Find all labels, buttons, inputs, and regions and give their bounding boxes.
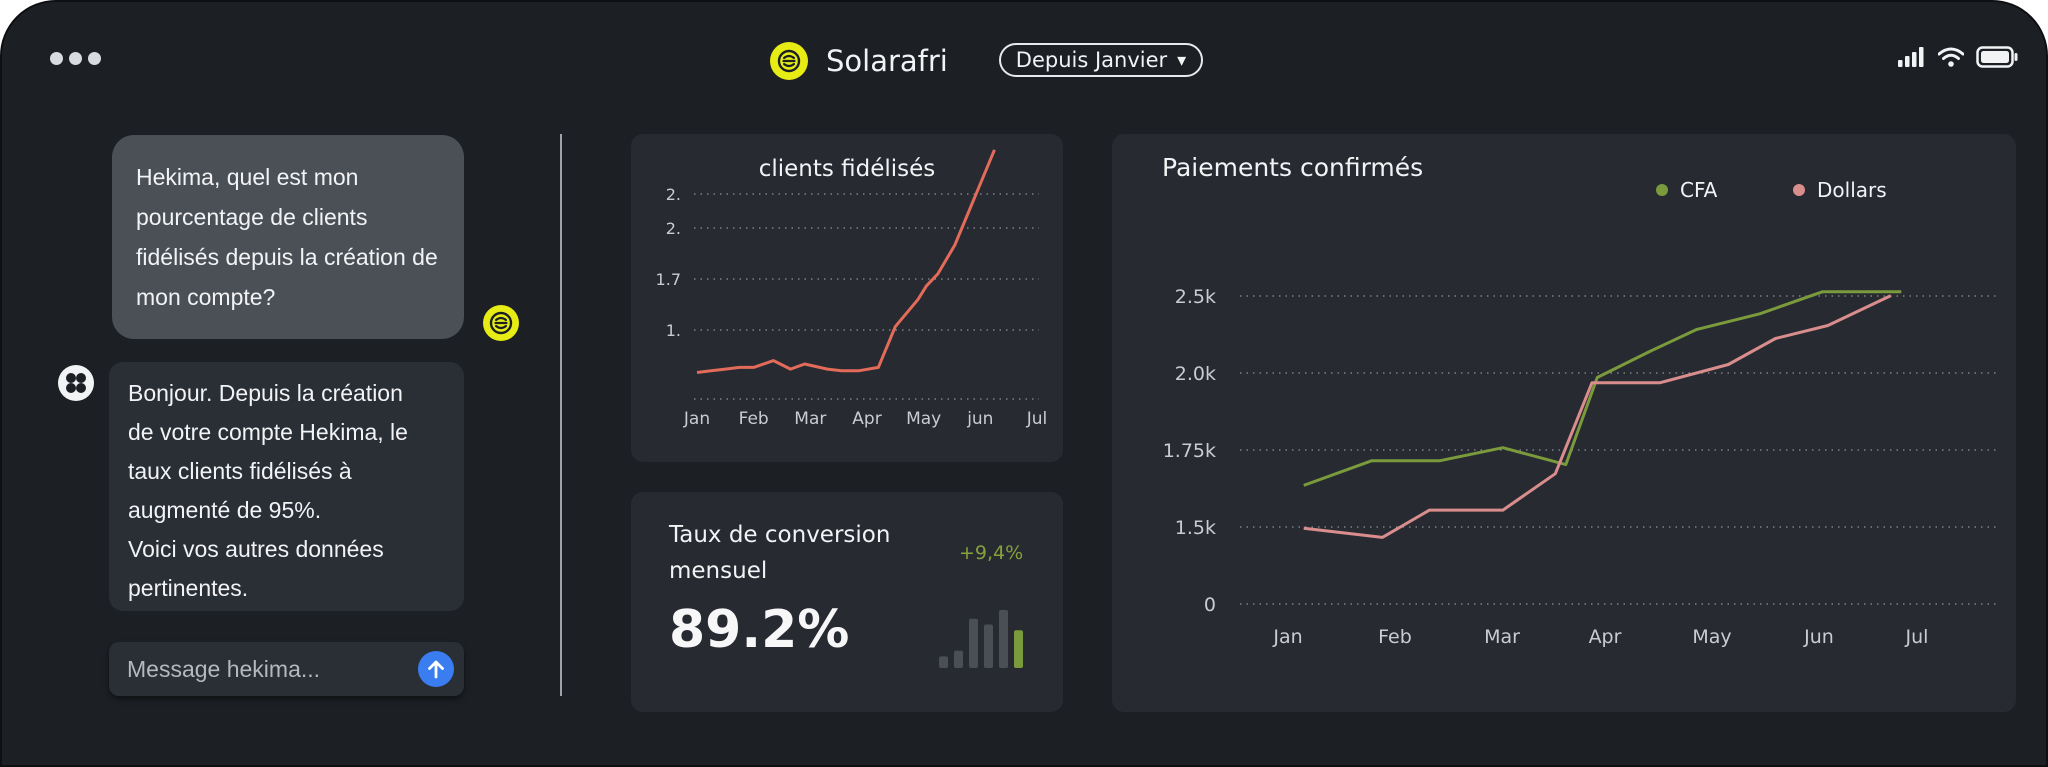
clients-x-tick: Mar bbox=[794, 409, 826, 429]
signal-icon bbox=[1898, 47, 1924, 67]
hekima-avatar-icon bbox=[57, 364, 95, 406]
brand: Solarafri bbox=[770, 42, 948, 80]
legend-cfa-label: CFA bbox=[1680, 178, 1718, 202]
clients-x-tick: Apr bbox=[852, 409, 881, 429]
payments-series-line-dollars bbox=[1303, 294, 1892, 539]
status-bar bbox=[1898, 46, 2018, 68]
bot-message-line: pertinentes. bbox=[128, 575, 249, 601]
payments-x-tick: Apr bbox=[1589, 626, 1622, 648]
send-button[interactable] bbox=[418, 651, 454, 687]
legend-dollars-label: Dollars bbox=[1817, 178, 1887, 202]
payments-chart-title: Paiements confirmés bbox=[1162, 153, 1423, 182]
bot-message-bubble: Bonjour. Depuis la création de votre com… bbox=[109, 362, 464, 611]
conversion-mini-bars bbox=[939, 610, 1023, 668]
message-composer bbox=[109, 642, 464, 696]
bot-message-line: Bonjour. Depuis la création bbox=[128, 380, 403, 406]
user-message-text: Hekima, quel est mon pourcentage de clie… bbox=[136, 164, 438, 310]
message-input[interactable] bbox=[127, 655, 407, 683]
payments-y-tick: 0 bbox=[1204, 594, 1216, 616]
bot-message-line: augmenté de 95%. bbox=[128, 497, 322, 523]
payments-card: Paiements confirmés CFA Dollars 2.5k 2.0k 1.7… bbox=[1112, 134, 2016, 712]
user-message-bubble: Hekima, quel est mon pourcentage de clie… bbox=[112, 135, 464, 339]
conversion-bar bbox=[969, 618, 978, 668]
payments-x-tick: Jul bbox=[1905, 626, 1929, 648]
clients-series-line bbox=[696, 149, 996, 374]
conversion-bar bbox=[999, 610, 1008, 668]
period-dropdown[interactable]: Depuis Janvier ▾ bbox=[999, 43, 1203, 77]
conversion-value: 89.2% bbox=[669, 600, 850, 660]
bot-message-line: taux clients fidélisés à bbox=[128, 458, 352, 484]
clients-chart-title: clients fidélisés bbox=[759, 156, 936, 182]
conversion-title: Taux de conversion mensuel bbox=[669, 522, 891, 584]
chevron-down-icon: ▾ bbox=[1177, 49, 1187, 71]
wifi-icon bbox=[1938, 47, 1964, 67]
payments-y-tick: 2.5k bbox=[1175, 286, 1216, 308]
conversion-delta: +9,4% bbox=[959, 542, 1024, 564]
clients-x-tick: Feb bbox=[739, 409, 769, 429]
window-menu-dots[interactable] bbox=[50, 52, 101, 65]
clients-y-tick: 2. bbox=[666, 185, 681, 204]
conversion-bar bbox=[1014, 630, 1023, 668]
battery-icon bbox=[1976, 46, 2018, 68]
legend-dollars-marker bbox=[1793, 184, 1805, 196]
payments-x-tick: Jan bbox=[1272, 626, 1302, 648]
bot-message-line: de votre compte Hekima, le bbox=[128, 419, 408, 445]
clients-x-tick: Jul bbox=[1026, 409, 1048, 429]
conversion-bar bbox=[954, 650, 963, 668]
period-label: Depuis Janvier bbox=[1015, 48, 1168, 72]
payments-y-tick: 1.5k bbox=[1175, 517, 1216, 539]
clients-chart: clients fidélisés 2. 2. 1.7 1. Jan Feb Mar Apr Ma… bbox=[656, 149, 1048, 429]
conversion-card: Taux de conversion mensuel +9,4% 89.2% bbox=[631, 492, 1063, 712]
payments-x-tick: Jun bbox=[1803, 626, 1834, 648]
payments-series-line-cfa bbox=[1303, 290, 1902, 487]
clients-y-tick: 2. bbox=[666, 219, 681, 238]
legend-cfa-marker bbox=[1656, 184, 1668, 196]
column-divider bbox=[560, 134, 562, 696]
payments-y-tick: 2.0k bbox=[1175, 363, 1216, 385]
clients-y-tick: 1.7 bbox=[656, 270, 681, 289]
conversion-bar bbox=[939, 656, 948, 668]
payments-x-tick: Mar bbox=[1484, 626, 1520, 648]
conversion-bar bbox=[984, 624, 993, 668]
solarafri-logo-icon bbox=[770, 42, 808, 80]
clients-card: clients fidélisés 2. 2. 1.7 1. Jan Feb Mar Apr Ma… bbox=[631, 134, 1063, 462]
bot-message-line: Voici vos autres données bbox=[128, 536, 384, 562]
payments-x-tick: May bbox=[1692, 626, 1731, 648]
brand-name: Solarafri bbox=[826, 44, 948, 78]
payments-x-tick: Feb bbox=[1378, 626, 1412, 648]
clients-y-tick: 1. bbox=[666, 321, 681, 340]
clients-x-tick: jun bbox=[966, 409, 993, 429]
clients-x-tick: May bbox=[906, 409, 941, 429]
user-avatar-icon bbox=[482, 304, 520, 346]
arrow-up-icon bbox=[428, 660, 444, 679]
clients-x-tick: Jan bbox=[683, 409, 710, 429]
payments-y-tick: 1.75k bbox=[1163, 440, 1216, 462]
payments-chart: Paiements confirmés CFA Dollars 2.5k 2.0k 1.7… bbox=[1162, 153, 2000, 648]
